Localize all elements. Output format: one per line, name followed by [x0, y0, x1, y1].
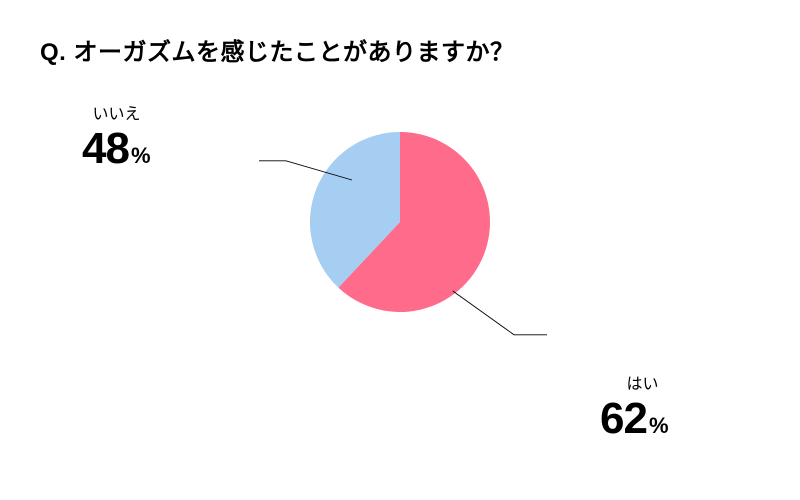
label-yes-category: はい	[600, 370, 669, 394]
label-yes: はい 62 %	[600, 370, 669, 444]
label-no: いいえ 48 %	[82, 100, 151, 174]
leader-yes	[453, 291, 547, 335]
label-no-pct: %	[131, 143, 151, 169]
pie-svg	[250, 90, 550, 390]
pie-chart	[250, 90, 550, 390]
label-no-value: 48	[82, 124, 129, 174]
question-title: Q. オーガズムを感じたことがありますか？	[40, 32, 515, 67]
label-yes-pct: %	[649, 413, 669, 439]
label-no-category: いいえ	[82, 100, 151, 124]
label-yes-value: 62	[600, 394, 647, 444]
